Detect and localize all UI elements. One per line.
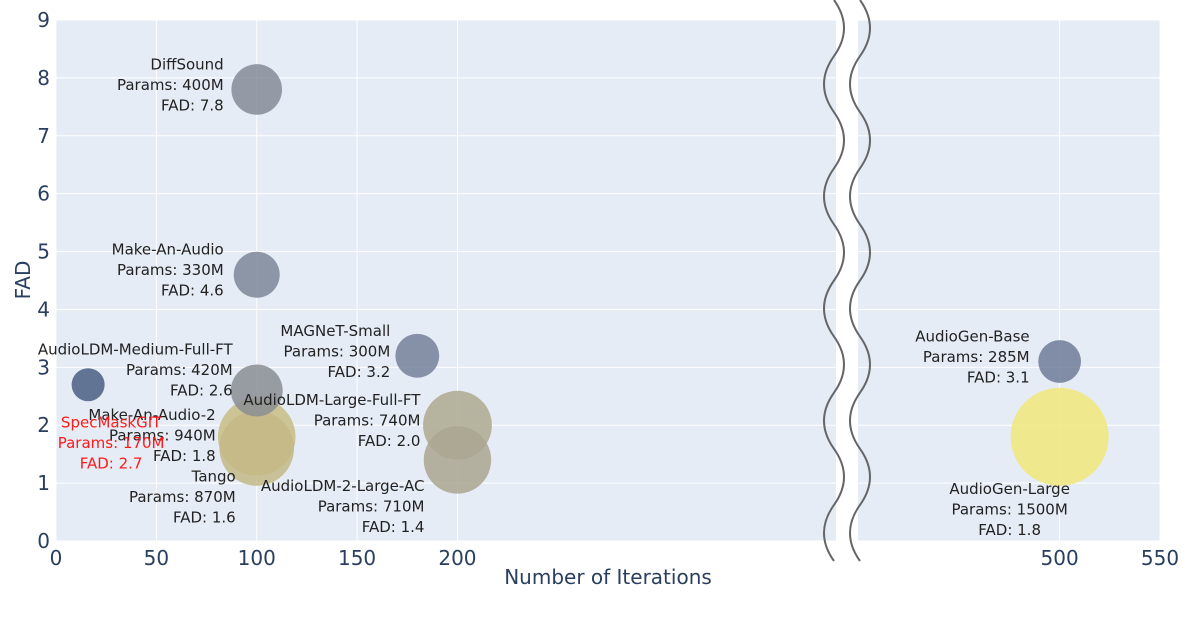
- bubble-label-make-an-audio-2-name: Make-An-Audio-2: [88, 406, 215, 424]
- bubble-make-an-audio: [233, 251, 280, 298]
- y-tick-label: 2: [37, 413, 50, 437]
- bubble-label-audiogen-base-params: Params: 285M: [923, 348, 1030, 366]
- bubble-label-diffsound-fad: FAD: 7.8: [161, 96, 224, 114]
- y-axis-title: FAD: [11, 261, 35, 300]
- y-tick-labels: 0 1 2 3 4 5 6 7 8 9: [37, 8, 50, 553]
- x-tick-label: 200: [438, 546, 476, 570]
- bubble-label-audiogen-large-name: AudioGen-Large: [949, 480, 1070, 498]
- bubble-label-audioldm-2-large-ac-fad: FAD: 1.4: [362, 518, 425, 536]
- bubble-label-make-an-audio-name: Make-An-Audio: [112, 241, 224, 259]
- y-tick-label: 9: [37, 8, 50, 32]
- axis-break-gap: [836, 0, 858, 617]
- bubble-labels: DiffSound Params: 400M FAD: 7.8 Make-An-Aud…: [38, 55, 1070, 538]
- bubble-audioldm-2-large-ac: [423, 426, 492, 494]
- bubble-audiogen-base: [1038, 340, 1081, 383]
- bubble-label-make-an-audio-2-params: Params: 940M: [109, 426, 216, 444]
- bubble-diffsound: [231, 64, 283, 115]
- bubble-label-tango-fad: FAD: 1.6: [173, 508, 236, 526]
- bubble-label-audiogen-large-fad: FAD: 1.8: [978, 521, 1041, 539]
- bubble-label-specmaskgit-params: Params: 170M: [58, 434, 165, 452]
- x-tick-labels: 0 50 100 150 200 500 550: [50, 546, 1179, 570]
- x-tick-label: 150: [338, 546, 376, 570]
- bubble-label-make-an-audio-params: Params: 330M: [117, 261, 224, 279]
- bubble-label-audioldm-large-full-ft-params: Params: 740M: [314, 412, 421, 430]
- x-axis-title: Number of Iterations: [504, 565, 712, 589]
- axis-break: [823, 0, 871, 617]
- bubble-specmaskgit: [71, 368, 105, 402]
- bubble-label-make-an-audio-fad: FAD: 4.6: [161, 282, 224, 300]
- y-tick-label: 5: [37, 240, 50, 264]
- bubble-label-audioldm-large-full-ft-name: AudioLDM-Large-Full-FT: [243, 391, 421, 409]
- bubble-label-magnet-small-params: Params: 300M: [284, 342, 391, 360]
- bubble-label-magnet-small-name: MAGNeT-Small: [280, 322, 390, 340]
- x-tick-label: 100: [238, 546, 276, 570]
- bubble-label-audiogen-base-name: AudioGen-Base: [915, 328, 1029, 346]
- bubble-label-tango-name: Tango: [191, 467, 236, 485]
- bubble-label-audiogen-base-fad: FAD: 3.1: [967, 369, 1030, 387]
- bubble-magnet-small: [395, 333, 440, 378]
- bubbles: [71, 64, 1109, 494]
- bubble-label-audioldm-medium-full-ft-params: Params: 420M: [126, 361, 233, 379]
- y-tick-label: 3: [37, 355, 50, 379]
- bubble-label-diffsound-params: Params: 400M: [117, 76, 224, 94]
- axis-break-line-left: [823, 0, 845, 562]
- x-tick-label: 500: [1041, 546, 1079, 570]
- bubble-audiogen-large: [1010, 387, 1109, 486]
- y-tick-label: 0: [37, 529, 50, 553]
- bubble-label-specmaskgit-fad: FAD: 2.7: [80, 455, 143, 473]
- x-tick-label: 550: [1141, 546, 1179, 570]
- y-tick-label: 1: [37, 471, 50, 495]
- bubble-tango: [219, 411, 295, 486]
- bubble-label-audioldm-large-full-ft-fad: FAD: 2.0: [358, 432, 421, 450]
- axis-break-line-right: [849, 0, 871, 562]
- y-tick-label: 4: [37, 297, 50, 321]
- bubble-label-tango-params: Params: 870M: [129, 488, 236, 506]
- y-tick-label: 6: [37, 182, 50, 206]
- bubble-label-audioldm-2-large-ac-params: Params: 710M: [318, 497, 425, 515]
- bubble-label-audioldm-medium-full-ft-name: AudioLDM-Medium-Full-FT: [38, 340, 234, 358]
- y-tick-label: 8: [37, 66, 50, 90]
- bubble-label-magnet-small-fad: FAD: 3.2: [328, 363, 391, 381]
- bubble-label-specmaskgit-name: SpecMaskGIT: [61, 414, 162, 432]
- x-tick-label: 0: [50, 546, 63, 570]
- bubble-label-audioldm-medium-full-ft-fad: FAD: 2.6: [170, 381, 233, 399]
- y-tick-label: 7: [37, 124, 50, 148]
- bubble-audioldm-medium-full-ft: [230, 364, 283, 417]
- bubble-label-make-an-audio-2-fad: FAD: 1.8: [153, 447, 216, 465]
- bubble-label-audiogen-large-params: Params: 1500M: [951, 500, 1067, 518]
- bubble-label-audioldm-2-large-ac-name: AudioLDM-2-Large-AC: [261, 477, 425, 495]
- x-tick-label: 50: [144, 546, 169, 570]
- bubble-label-diffsound-name: DiffSound: [150, 55, 223, 73]
